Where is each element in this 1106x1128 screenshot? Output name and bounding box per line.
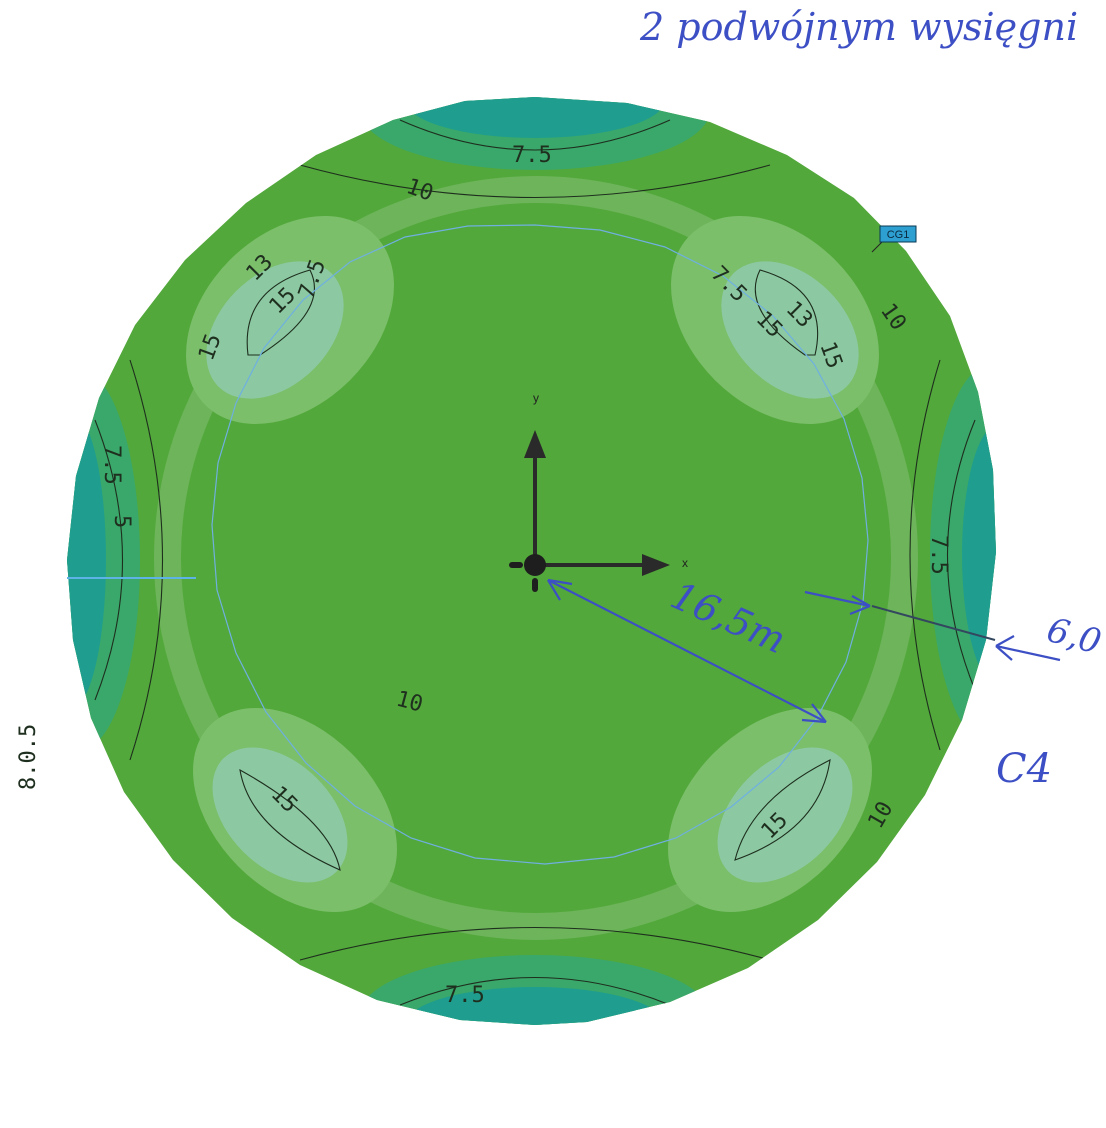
- contour-right-10: [909, 359, 941, 751]
- radius-arrowhead-start: [547, 578, 573, 601]
- low-top: [405, 97, 665, 138]
- header-note: 2 podwójnym wysięgni: [639, 5, 1078, 49]
- peak-lower-right: [717, 747, 853, 883]
- thickness-line: [871, 605, 996, 641]
- contour-bottom-75: [399, 977, 671, 1006]
- peak-lower-left: [212, 747, 348, 883]
- inner-edge: [211, 224, 869, 865]
- thickness-arrow-right: [995, 644, 1061, 662]
- cg1-tag: CG1: [871, 225, 917, 253]
- contour-left-10: [129, 359, 163, 761]
- label-left-5: 5: [109, 515, 134, 528]
- contour-bottom-10: [299, 926, 771, 961]
- thickness-arrowhead-right: [995, 635, 1015, 661]
- tag-label: CG1: [887, 229, 910, 241]
- origin-stub-down: [532, 578, 538, 592]
- label-bottom-75: 7.5: [445, 983, 485, 1008]
- radius-arrowhead-end: [801, 703, 827, 724]
- contour-left-75: [94, 419, 124, 701]
- label-top-75: 7.5: [512, 143, 552, 168]
- thickness-arrowhead-left: [849, 595, 871, 616]
- x-axis-label: x: [682, 556, 688, 570]
- x-axis-arrow: [642, 554, 670, 576]
- stress-ring: [67, 97, 996, 1025]
- case-note: C4: [996, 746, 1052, 792]
- origin-dot: [524, 554, 546, 576]
- thickness-note: 6,0: [1043, 610, 1106, 663]
- contour-ur-15: [754, 269, 819, 356]
- contour-ll-15: [239, 768, 341, 871]
- label-right-75: 7.5: [926, 535, 951, 575]
- label-left-75: 7.5: [99, 445, 124, 485]
- contour-top-75: [399, 119, 671, 151]
- low-left: [67, 410, 106, 710]
- tag-leader: [871, 241, 883, 253]
- peak-upper-left: [206, 261, 344, 399]
- origin-stub-left: [509, 562, 523, 568]
- y-axis-arrow: [524, 430, 546, 458]
- low-right: [962, 425, 996, 685]
- thickness-arrow-left: [804, 590, 871, 608]
- tag-box: [879, 225, 917, 243]
- y-axis-label: y: [533, 391, 539, 405]
- label-left-8: 8.0.5: [16, 724, 41, 790]
- low-bottom: [405, 987, 665, 1025]
- contour-ul-15: [246, 269, 315, 356]
- contour-top-10: [299, 164, 771, 199]
- contour-right-75: [947, 419, 976, 691]
- coordinate-axes: y x: [509, 391, 688, 592]
- contour-lr-15: [734, 759, 831, 861]
- contour-lines: [94, 119, 976, 1006]
- radius-line: [547, 579, 827, 723]
